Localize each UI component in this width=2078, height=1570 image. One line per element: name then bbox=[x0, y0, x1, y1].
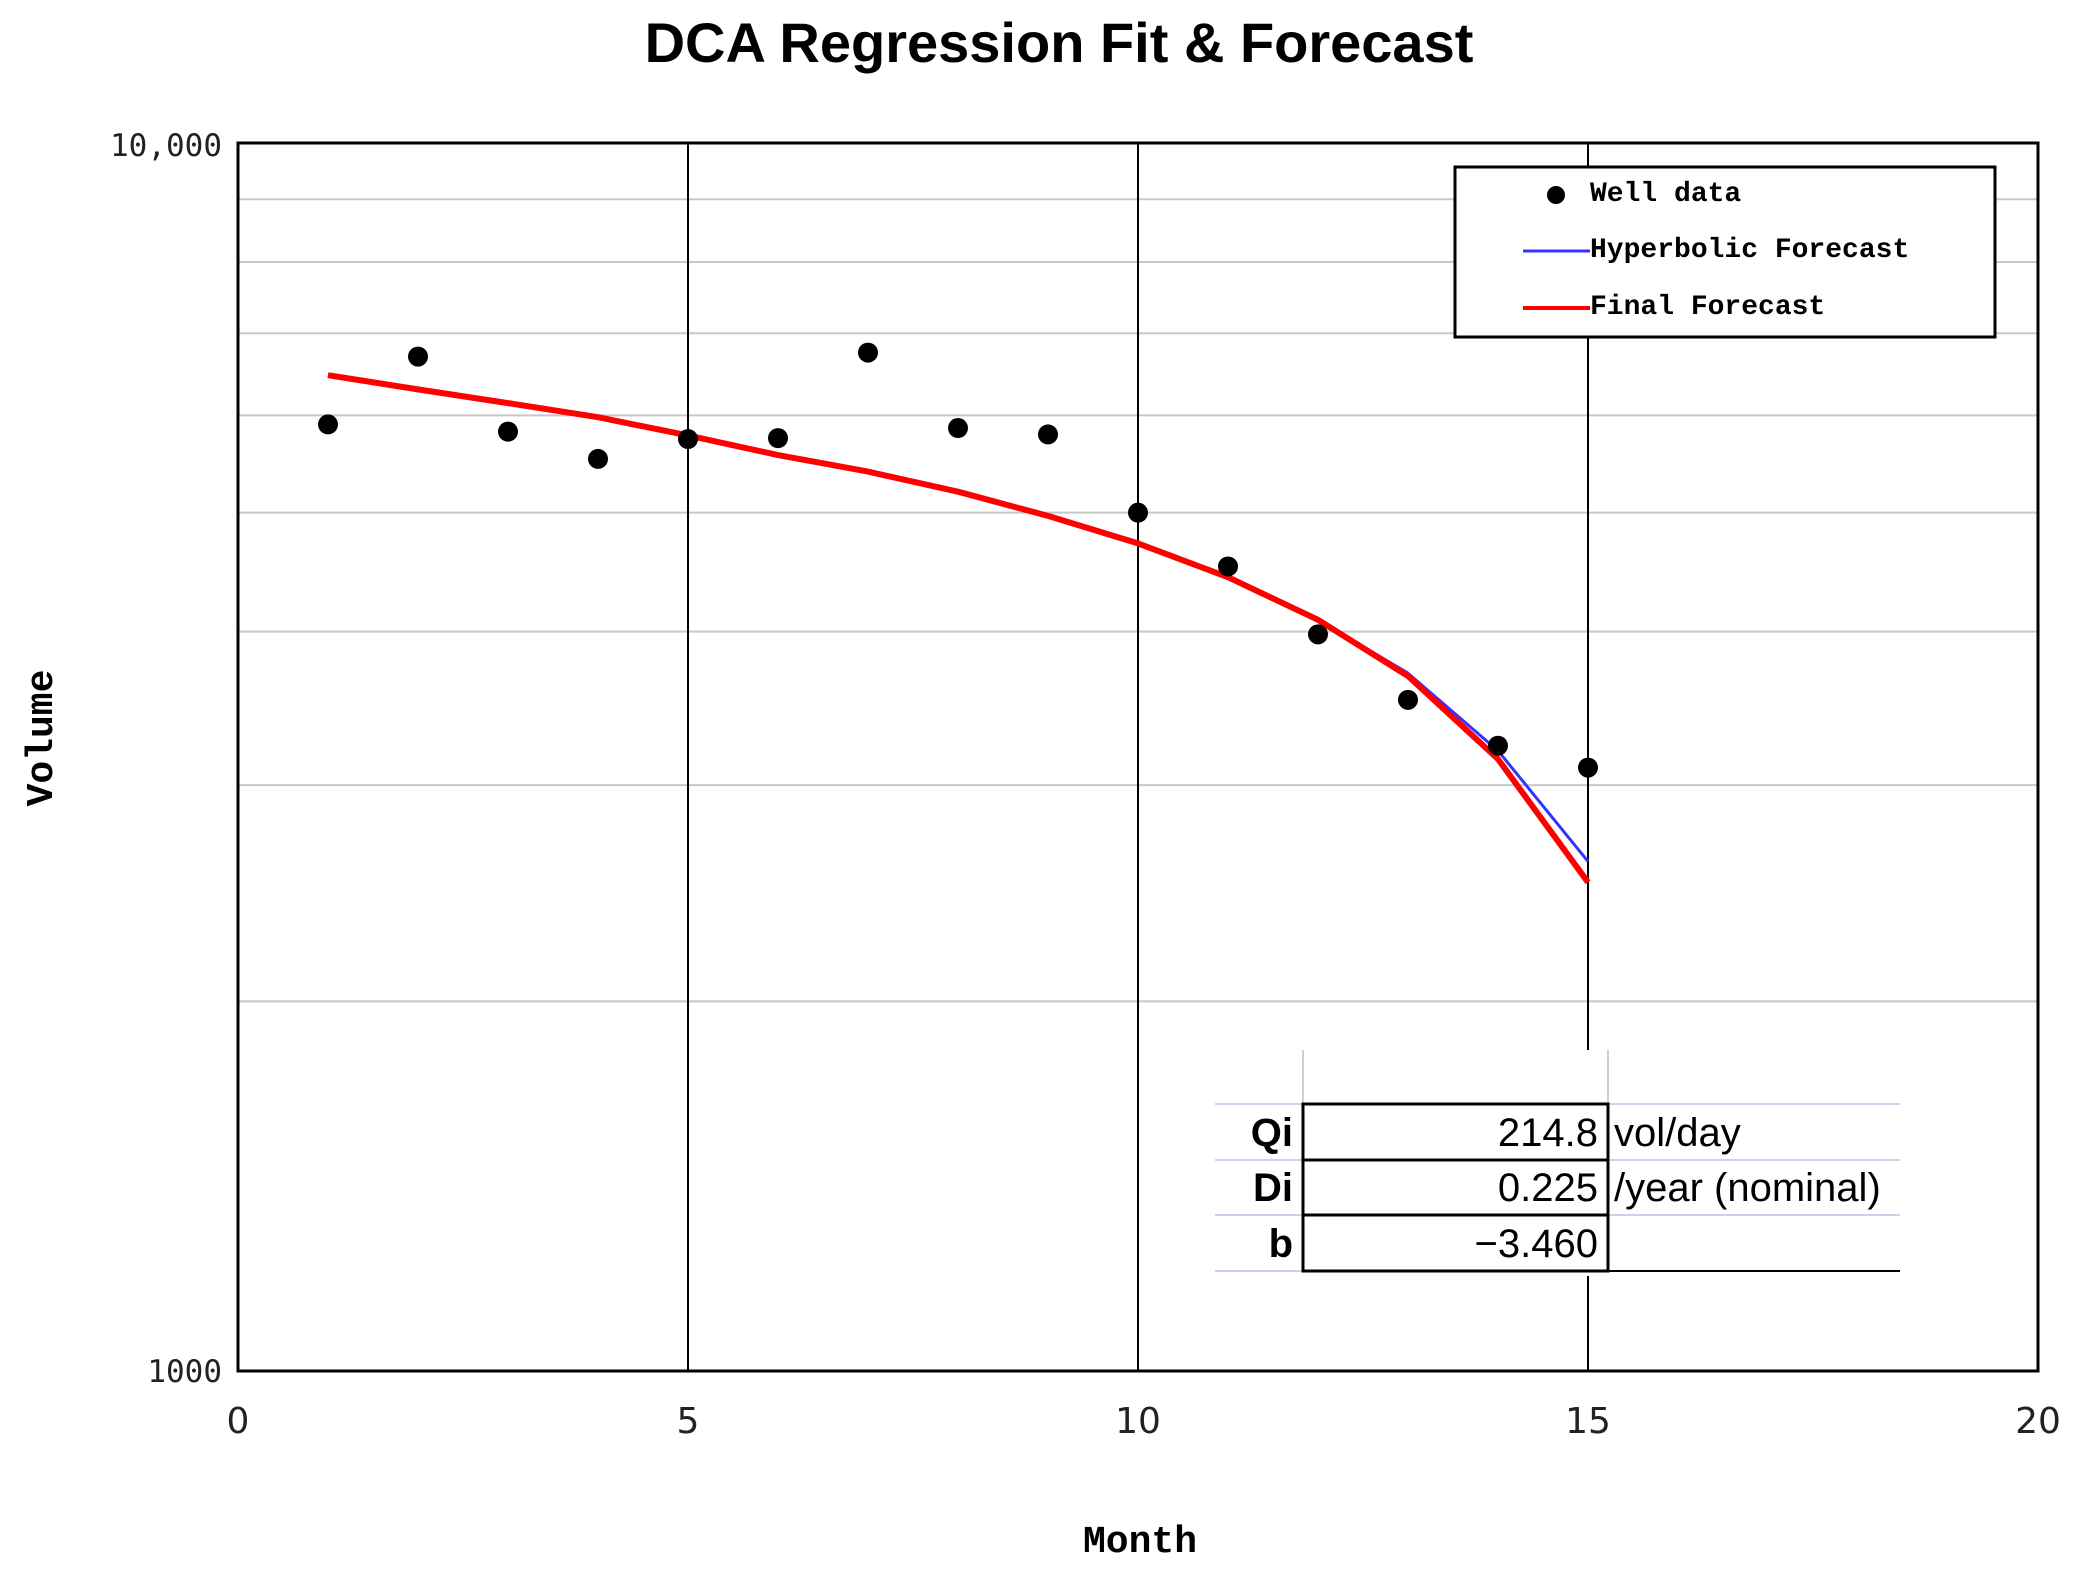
data-point-month-4 bbox=[588, 448, 608, 469]
parameter-table: Qi 214.8 vol/day Di 0.225 /year (nominal… bbox=[1215, 1050, 1900, 1276]
data-point-month-14 bbox=[1488, 735, 1508, 756]
param-value-di: 0.225 bbox=[1498, 1166, 1598, 1210]
series-layer bbox=[318, 342, 1598, 885]
param-unit-di: /year (nominal) bbox=[1614, 1166, 1881, 1210]
data-point-month-9 bbox=[1038, 424, 1058, 445]
x-tick-label-20: 20 bbox=[2015, 1401, 2061, 1442]
data-point-month-2 bbox=[408, 346, 428, 367]
plot-frame bbox=[236, 141, 2040, 1373]
data-point-month-6 bbox=[768, 428, 788, 449]
param-name-di: Di bbox=[1253, 1166, 1293, 1210]
y-axis-title: Volume bbox=[21, 670, 64, 807]
x-tick-label-15: 15 bbox=[1565, 1401, 1611, 1442]
param-value-qi: 214.8 bbox=[1498, 1111, 1598, 1155]
y-tick-label-1000: 1000 bbox=[147, 1354, 222, 1390]
data-point-month-10 bbox=[1128, 502, 1148, 523]
x-tick-label-10: 10 bbox=[1115, 1401, 1161, 1442]
x-tick-label-0: 0 bbox=[227, 1401, 250, 1442]
data-point-month-1 bbox=[318, 414, 338, 435]
param-name-qi: Qi bbox=[1251, 1111, 1293, 1155]
y-tick-label-10000: 10,000 bbox=[110, 128, 222, 164]
legend-label-hyperbolic: Hyperbolic Forecast bbox=[1590, 235, 1909, 266]
legend: Well data Hyperbolic Forecast Final Fore… bbox=[1453, 165, 1997, 339]
data-point-month-13 bbox=[1398, 689, 1418, 710]
x-tick-label-5: 5 bbox=[677, 1401, 700, 1442]
param-value-b: −3.460 bbox=[1475, 1222, 1598, 1266]
legend-marker-well-data bbox=[1547, 186, 1565, 204]
data-point-month-15 bbox=[1578, 757, 1598, 778]
series-line-hyperbolic-forecast bbox=[327, 373, 1590, 863]
data-point-month-11 bbox=[1218, 556, 1238, 577]
series-line-final-forecast bbox=[327, 372, 1591, 885]
data-point-month-3 bbox=[498, 421, 518, 442]
data-point-month-8 bbox=[948, 418, 968, 439]
parameter-table-background bbox=[1215, 1050, 1900, 1276]
legend-label-final: Final Forecast bbox=[1590, 292, 1825, 323]
legend-label-well-data: Well data bbox=[1590, 179, 1741, 210]
chart-title: DCA Regression Fit & Forecast bbox=[645, 11, 1474, 74]
data-point-month-12 bbox=[1308, 624, 1328, 645]
param-unit-qi: vol/day bbox=[1614, 1111, 1741, 1155]
parameter-values-box bbox=[1301, 1102, 1610, 1273]
x-tick-labels: 0 5 10 15 20 bbox=[227, 1401, 2061, 1442]
data-point-month-5 bbox=[678, 429, 698, 450]
x-axis-title: Month bbox=[1083, 1521, 1197, 1564]
data-point-month-7 bbox=[858, 342, 878, 363]
param-name-b: b bbox=[1269, 1222, 1293, 1266]
